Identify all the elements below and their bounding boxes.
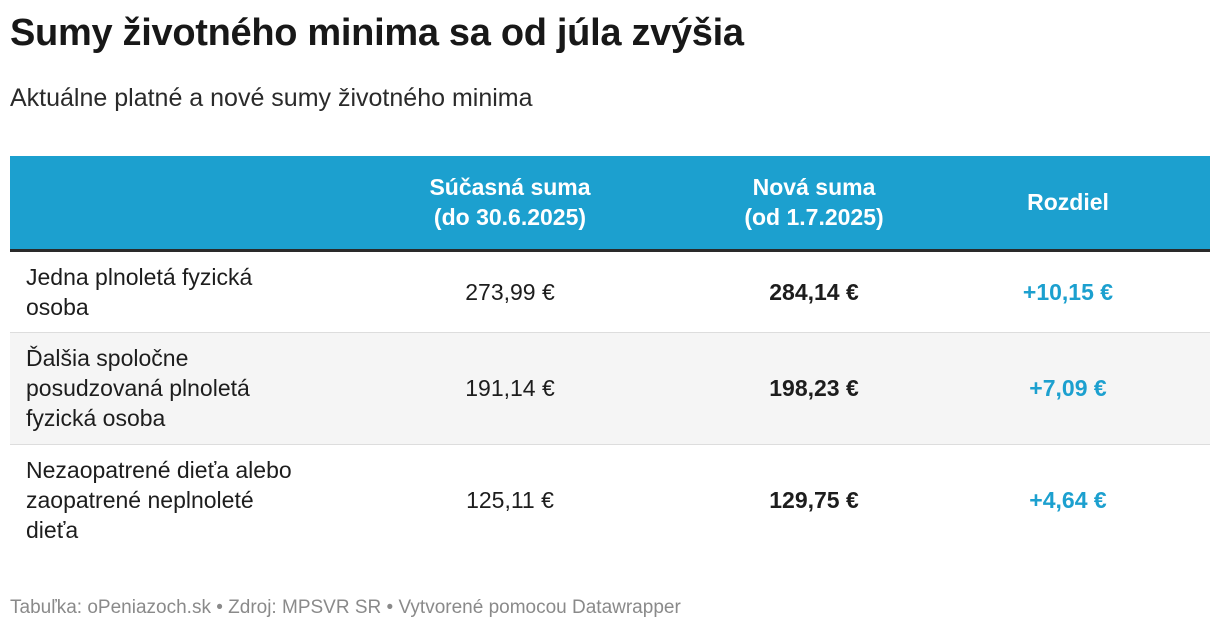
table-row: Ďalšia spoločne posudzovaná plnoletá fyz… [10,332,1210,445]
row-label: Jedna plnoletá fyzická osoba [10,250,318,333]
table-header-row: Súčasná suma (do 30.6.2025) Nová suma (o… [10,156,1210,252]
header-current-line2: (do 30.6.2025) [433,204,587,231]
row-label: Ďalšia spoločne posudzovaná plnoletá fyz… [10,332,318,445]
data-table: Súčasná suma (do 30.6.2025) Nová suma (o… [10,156,1210,556]
row-label: Nezaopatrené dieťa alebo zaopatrené nepl… [26,457,292,544]
row-new-value: 198,23 € [702,332,926,445]
header-label [10,156,318,252]
row-new-value: 129,75 € [769,487,859,514]
header-diff-line1: Rozdiel [1027,189,1109,216]
header-new-line1: Nová suma [752,174,876,201]
row-diff-value: +4,64 € [1029,487,1107,514]
table-row: Jedna plnoletá fyzická osoba 273,99 € 28… [10,250,1210,333]
page-subtitle: Aktuálne platné a nové sumy životného mi… [10,84,533,112]
header-current: Súčasná suma (do 30.6.2025) [318,156,702,252]
table-row: Nezaopatrené dieťa alebo zaopatrené nepl… [10,444,1210,556]
header-current-line1: Súčasná suma [429,174,591,201]
row-current-value: 273,99 € [318,250,702,333]
row-current-value: 191,14 € [318,332,702,445]
row-diff-value: +7,09 € [926,332,1210,445]
row-diff-value: +10,15 € [926,250,1210,333]
source-footer: Tabuľka: oPeniazoch.sk • Zdroj: MPSVR SR… [10,597,681,618]
page-title: Sumy životného minima sa od júla zvýšia [10,12,744,54]
header-new: Nová suma (od 1.7.2025) [702,156,926,252]
row-current-value: 125,11 € [466,487,554,514]
header-diff: Rozdiel [926,156,1210,252]
header-new-line2: (od 1.7.2025) [744,204,884,231]
row-new-value: 284,14 € [702,250,926,333]
